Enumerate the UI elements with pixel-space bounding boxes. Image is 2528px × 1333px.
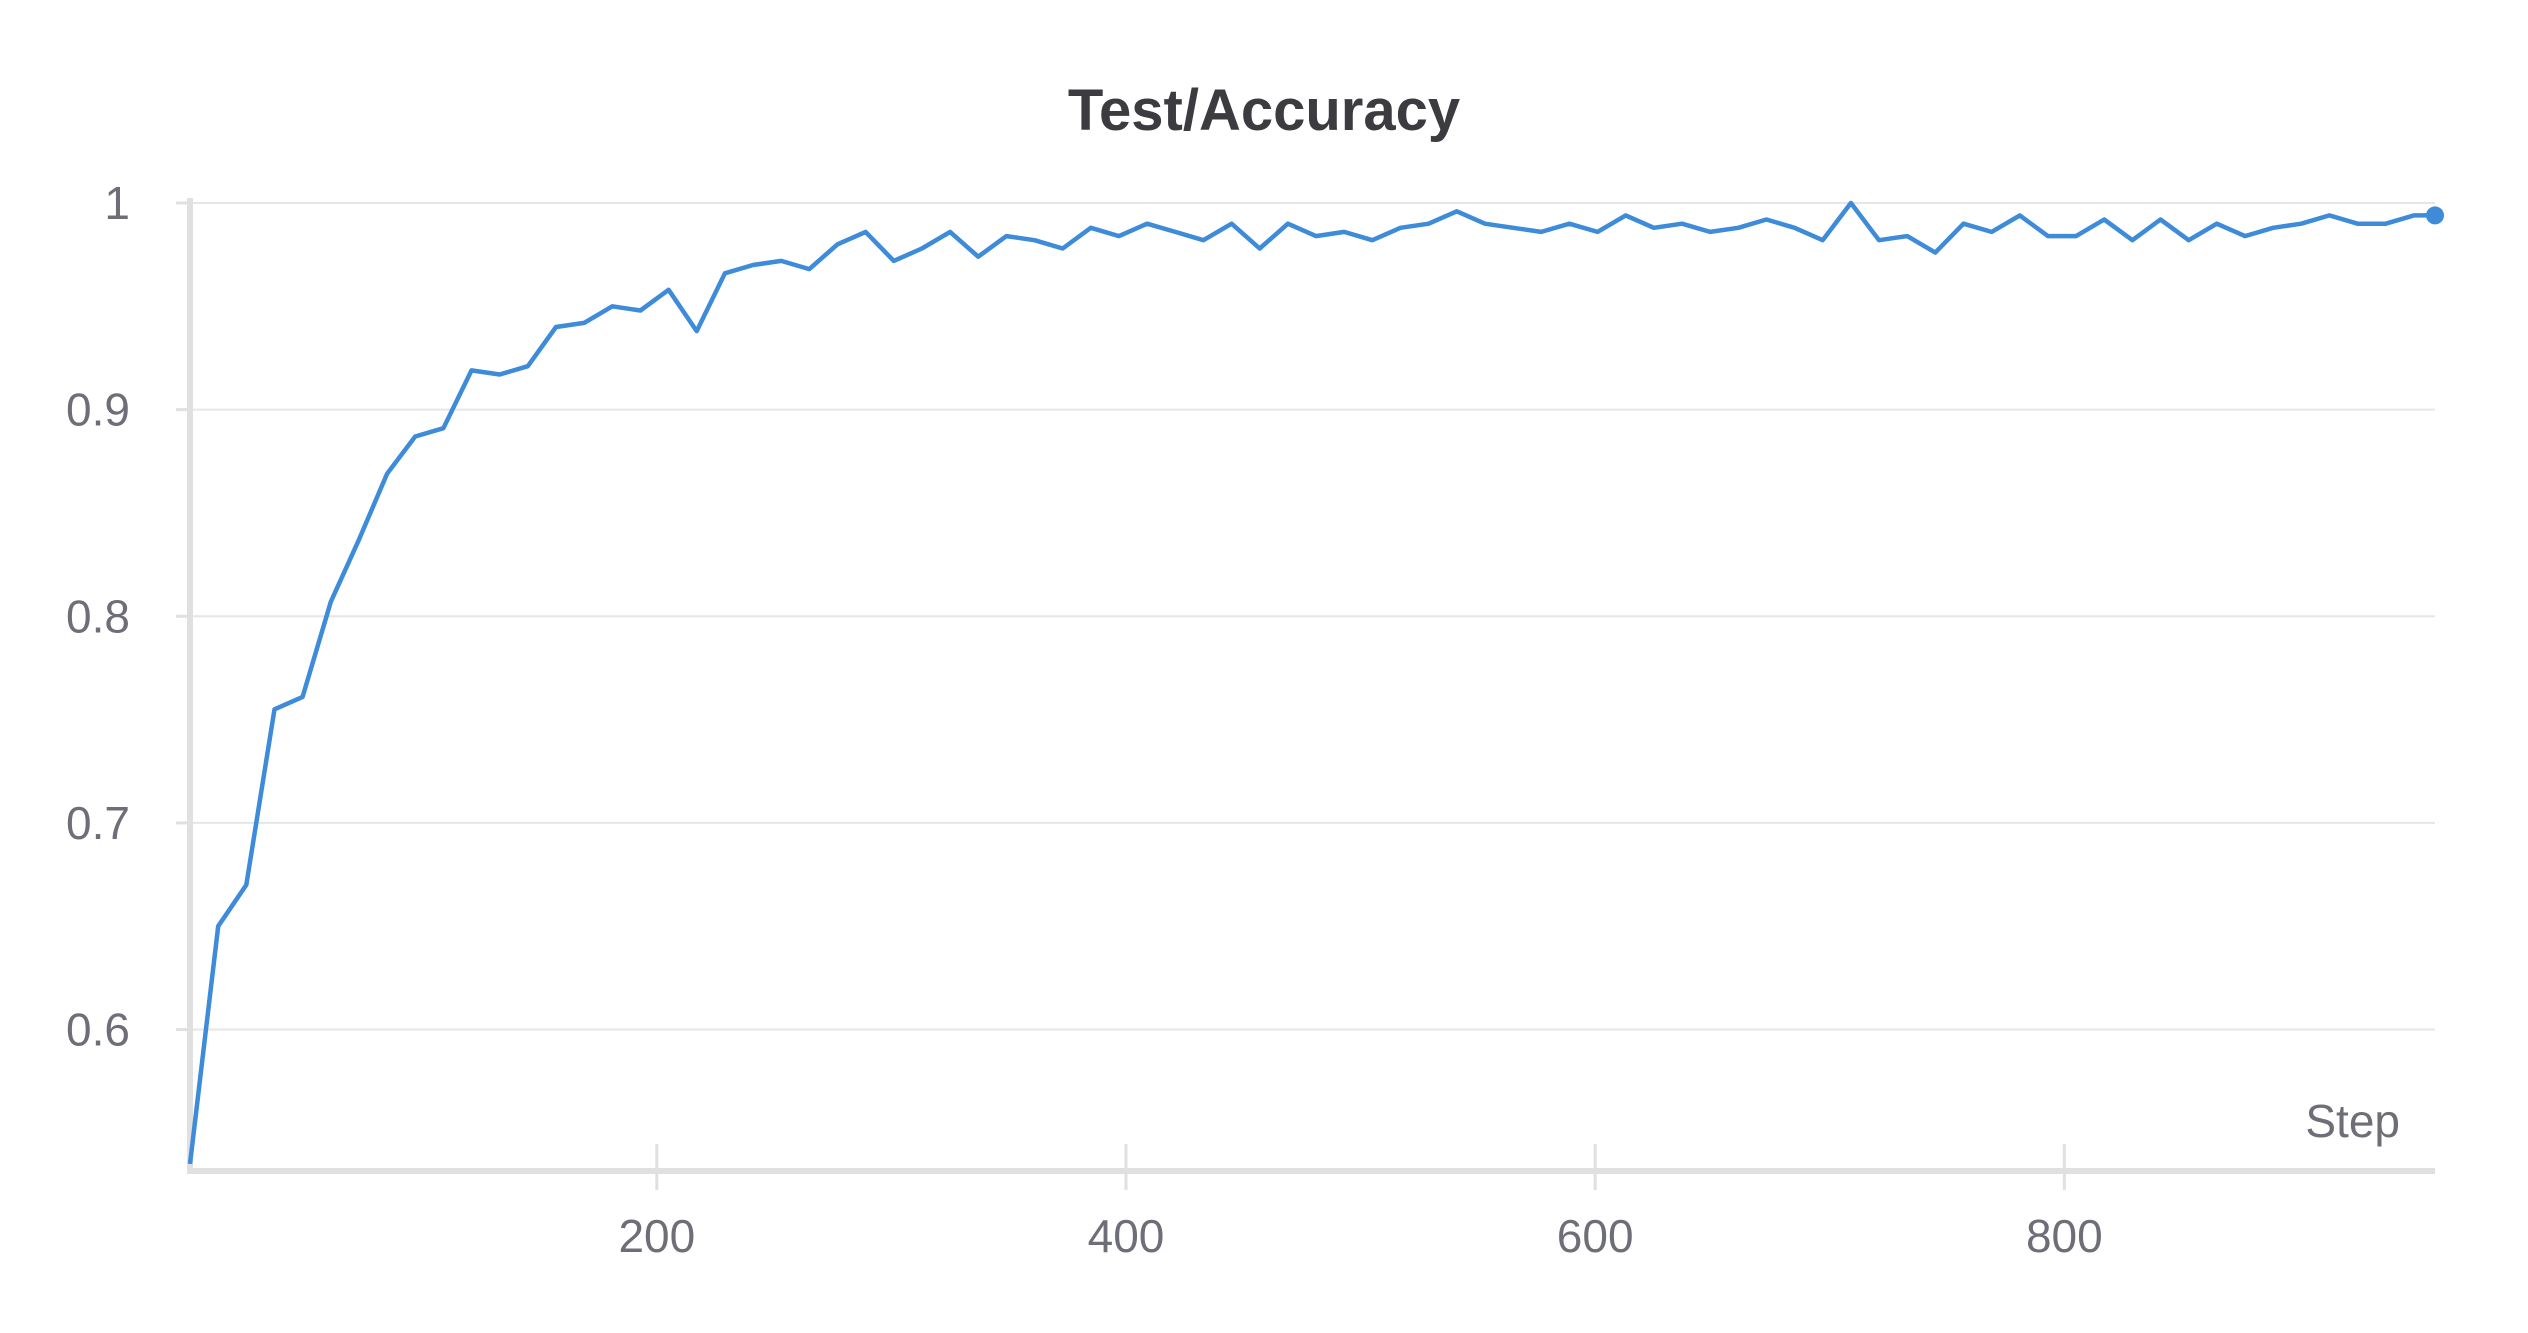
series-line <box>187 200 2435 1165</box>
y-tick-label: 0.8 <box>66 590 130 642</box>
series-layer <box>187 200 2444 1165</box>
x-axis-label: Step <box>2305 1095 2400 1147</box>
chart-title: Test/Accuracy <box>1068 78 1460 143</box>
x-tick-label: 600 <box>1557 1210 1634 1262</box>
x-tick-label: 800 <box>2026 1210 2103 1262</box>
y-tick-label: 0.7 <box>66 797 130 849</box>
y-tick-label: 0.9 <box>66 384 130 436</box>
y-tick-label: 1 <box>104 177 130 229</box>
axis-layer: 0.6 0.7 0.8 0.9 1 200 400 600 800 <box>66 177 2435 1262</box>
y-tick-label: 0.6 <box>66 1004 130 1056</box>
x-tick-label: 400 <box>1088 1210 1165 1262</box>
x-tick-label: 200 <box>618 1210 695 1262</box>
grid-layer <box>190 202 2435 1031</box>
series-endpoint-marker <box>2426 206 2444 225</box>
